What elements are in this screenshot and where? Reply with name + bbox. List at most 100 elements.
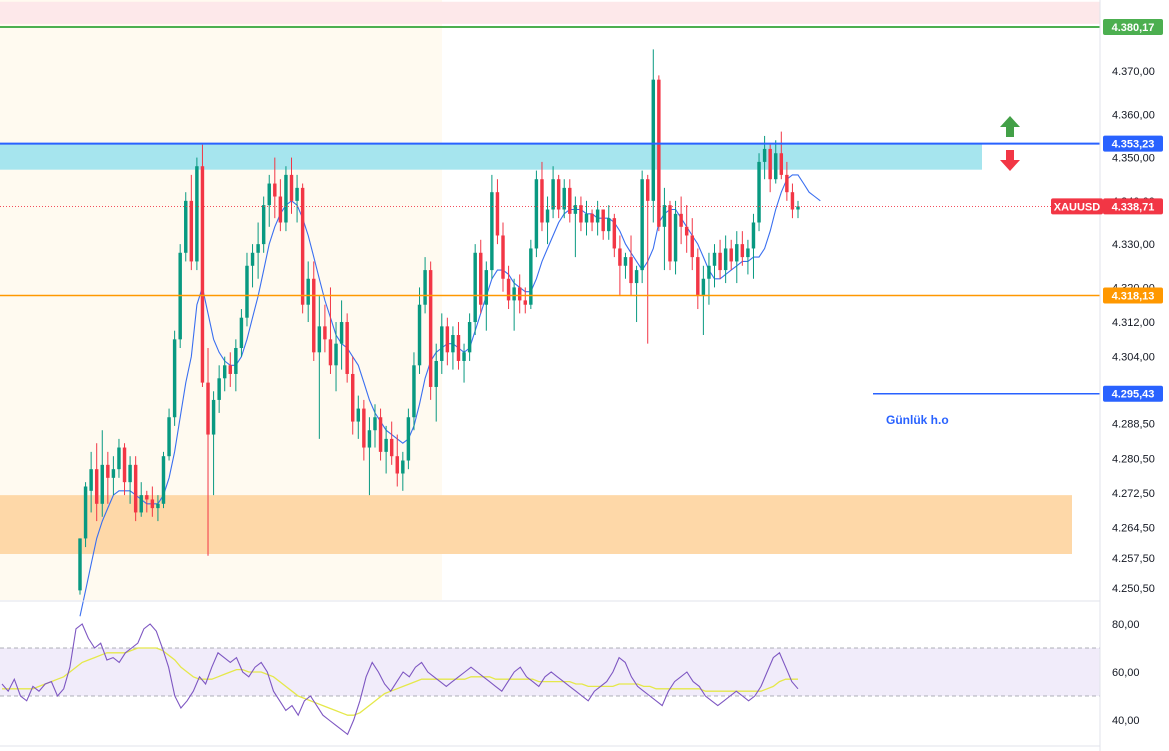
candle-body	[657, 79, 661, 227]
candle	[412, 352, 416, 431]
candle-body	[785, 174, 789, 193]
candle-body	[479, 252, 483, 305]
rsi-band	[0, 648, 1100, 696]
candle	[78, 538, 82, 595]
candle	[668, 200, 672, 271]
symbol-tag-box	[1051, 198, 1103, 215]
candle	[634, 265, 639, 323]
candle-body	[111, 469, 116, 478]
candle-body	[389, 438, 394, 457]
candle-body	[545, 209, 550, 223]
candle-body	[684, 226, 689, 236]
candle	[612, 213, 617, 258]
last-price-tag-text: 4.338,71	[1112, 201, 1155, 213]
candle-body	[534, 179, 539, 249]
price-axis: 4.370,004.360,004.350,004.340,004.330,00…	[1099, 0, 1169, 751]
y-tick-label: 4.350,00	[1112, 153, 1155, 165]
candle	[790, 183, 795, 219]
y-tick-label: 4.280,50	[1112, 453, 1155, 465]
candle	[278, 179, 283, 232]
candle-body	[673, 213, 678, 262]
upper-resistance-line-tag-text: 4.380,17	[1112, 22, 1155, 34]
daily-open-line-tag-box	[1103, 385, 1163, 402]
last-price-tag: 4.338,71	[1103, 198, 1163, 215]
candle	[117, 438, 121, 478]
candle-body	[206, 382, 210, 435]
candle	[184, 192, 188, 262]
candle	[796, 200, 800, 219]
candle-body	[172, 339, 177, 418]
axis-background	[1100, 0, 1169, 751]
candle-body	[529, 248, 533, 305]
candle-body	[378, 417, 383, 452]
candle-body	[417, 304, 422, 366]
rsi-tick-label: 40,00	[1112, 715, 1140, 727]
candle	[545, 196, 550, 245]
candle	[712, 244, 717, 288]
candle	[501, 222, 505, 292]
candle	[556, 174, 561, 219]
candle-body	[562, 187, 566, 210]
candle-body	[312, 278, 316, 353]
top-red-zone	[0, 1, 1100, 24]
candle	[150, 486, 155, 517]
candle	[423, 257, 427, 314]
blue-resistance-line-tag-box	[1103, 135, 1163, 152]
candle	[529, 239, 533, 310]
candle-body	[133, 464, 138, 513]
candle	[718, 239, 722, 279]
candle-body	[718, 252, 722, 271]
candle	[172, 330, 177, 426]
candle-body	[145, 495, 149, 500]
candle	[83, 482, 88, 548]
candle	[434, 343, 438, 422]
candle-body	[278, 196, 283, 223]
candle-body	[306, 278, 310, 305]
candle-body	[217, 378, 221, 400]
candle	[590, 209, 594, 232]
candle-body	[757, 161, 761, 223]
candle	[111, 456, 116, 496]
candle	[250, 244, 255, 288]
candle-body	[712, 252, 717, 266]
up-arrow-icon	[1000, 116, 1020, 137]
candle	[189, 174, 194, 271]
candle-body	[367, 430, 372, 448]
candle-body	[106, 464, 110, 478]
candle	[334, 322, 338, 392]
candle	[551, 166, 555, 219]
candle-body	[523, 300, 527, 305]
candle	[128, 456, 132, 504]
candle-body	[122, 447, 127, 483]
candle-body	[250, 252, 255, 266]
candle	[139, 482, 143, 517]
symbol-tag: XAUUSD	[1051, 198, 1103, 215]
candle-body	[729, 248, 733, 262]
candle	[618, 235, 622, 297]
candle	[406, 408, 411, 470]
candle-body	[740, 244, 745, 258]
candle	[512, 278, 516, 331]
candle	[261, 196, 266, 253]
candle-body	[267, 183, 271, 206]
candle	[228, 352, 233, 387]
candle-body	[317, 326, 322, 353]
candle	[657, 75, 661, 232]
candle-body	[634, 270, 639, 284]
rsi-tick-label: 80,00	[1112, 619, 1140, 631]
candle	[445, 317, 450, 366]
upper-resistance-line-tag-box	[1103, 19, 1163, 35]
y-tick-label: 4.312,00	[1112, 317, 1155, 329]
candle-body	[189, 200, 194, 262]
candle-body	[150, 499, 155, 509]
cyan-resistance-zone	[0, 143, 982, 170]
candle	[735, 231, 739, 284]
candle	[645, 174, 650, 344]
candle-body	[356, 408, 361, 422]
candle-body	[323, 326, 327, 340]
candle	[740, 231, 745, 266]
candle-body	[78, 538, 82, 591]
y-tick-label: 4.370,00	[1112, 66, 1155, 78]
candle	[395, 434, 399, 487]
